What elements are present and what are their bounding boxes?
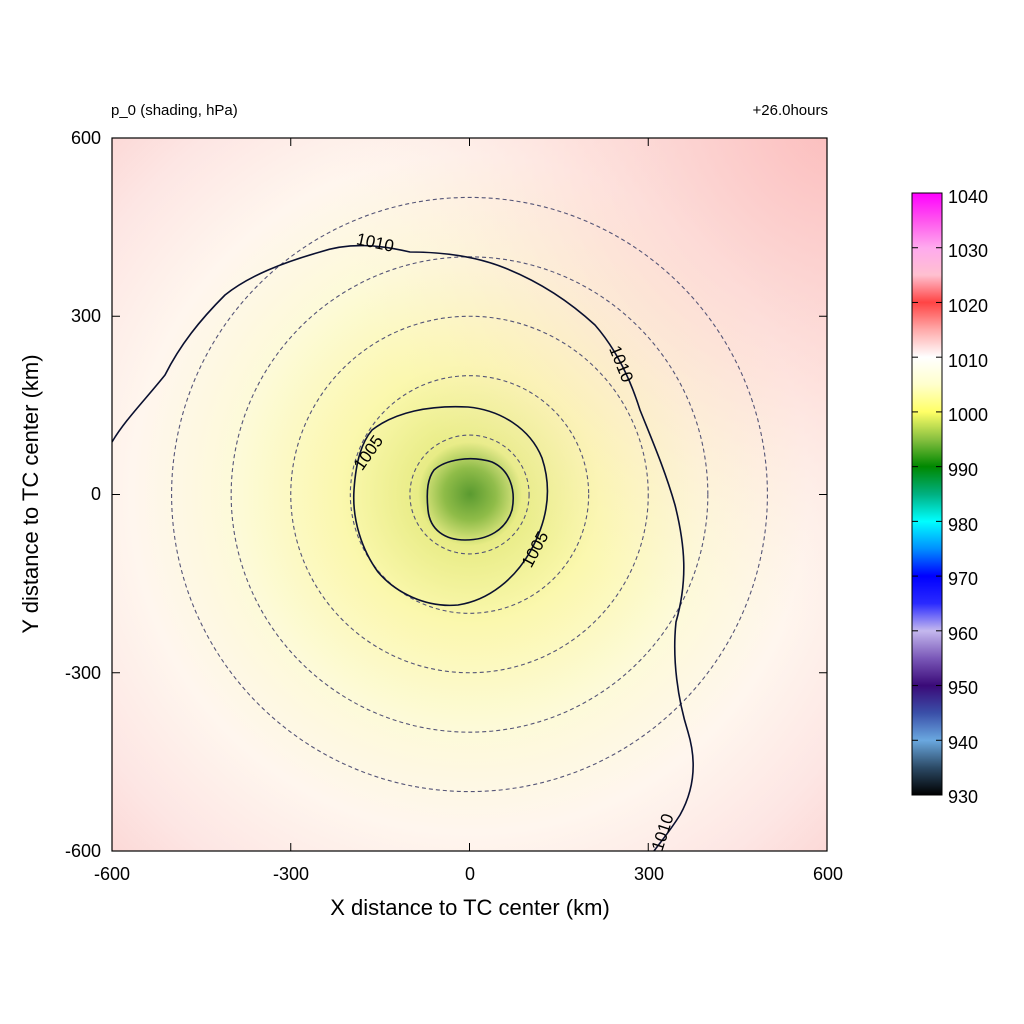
colorbar-label: 990 bbox=[948, 460, 978, 480]
y-tick-label: -300 bbox=[65, 663, 101, 683]
contour-1010 bbox=[112, 244, 694, 851]
x-tick-label: 600 bbox=[813, 864, 843, 884]
colorbar-label: 1010 bbox=[948, 351, 988, 371]
x-tick-label: -300 bbox=[273, 864, 309, 884]
plot-area bbox=[112, 138, 827, 851]
colorbar-ticks bbox=[912, 192, 942, 796]
colorbar-bar bbox=[911, 192, 943, 796]
contour-1005 bbox=[352, 405, 549, 607]
range-ring bbox=[171, 196, 768, 793]
colorbar-label: 950 bbox=[948, 678, 978, 698]
colorbar-label: 1030 bbox=[948, 241, 988, 261]
title-left: p_0 (shading, hPa) bbox=[111, 102, 238, 119]
colorbar-label: 930 bbox=[948, 787, 978, 807]
contour-inner bbox=[426, 458, 514, 541]
range-ring bbox=[349, 375, 590, 614]
colorbar-label: 1040 bbox=[948, 187, 988, 207]
x-tick-label: 300 bbox=[634, 864, 664, 884]
colorbar-labels: 1040 1030 1020 1010 1000 990 980 970 960… bbox=[948, 187, 988, 807]
y-tick-label: 300 bbox=[71, 306, 101, 326]
colorbar-label: 1020 bbox=[948, 296, 988, 316]
title-right: +26.0hours bbox=[752, 102, 828, 119]
x-tick-labels: -600 -300 0 300 600 bbox=[94, 864, 843, 884]
x-tick-label: -600 bbox=[94, 864, 130, 884]
y-tick-label: 600 bbox=[71, 128, 101, 148]
x-axis-label: X distance to TC center (km) bbox=[330, 895, 610, 920]
y-tick-label: 0 bbox=[91, 484, 101, 504]
colorbar-label: 960 bbox=[948, 624, 978, 644]
y-tick-label: -600 bbox=[65, 841, 101, 861]
y-tick-labels: -600 -300 0 300 600 bbox=[65, 128, 101, 861]
colorbar-label: 1000 bbox=[948, 405, 988, 425]
colorbar-label: 940 bbox=[948, 733, 978, 753]
colorbar-label: 980 bbox=[948, 515, 978, 535]
axis-ticks bbox=[111, 137, 828, 852]
y-axis-label: Y distance to TC center (km) bbox=[18, 354, 43, 633]
range-ring bbox=[409, 434, 530, 555]
colorbar-label: 970 bbox=[948, 569, 978, 589]
colorbar: 1040 1030 1020 1010 1000 990 980 970 960… bbox=[911, 187, 988, 807]
pressure-field-high bbox=[112, 138, 827, 851]
x-tick-label: 0 bbox=[465, 864, 475, 884]
range-ring bbox=[290, 315, 649, 674]
